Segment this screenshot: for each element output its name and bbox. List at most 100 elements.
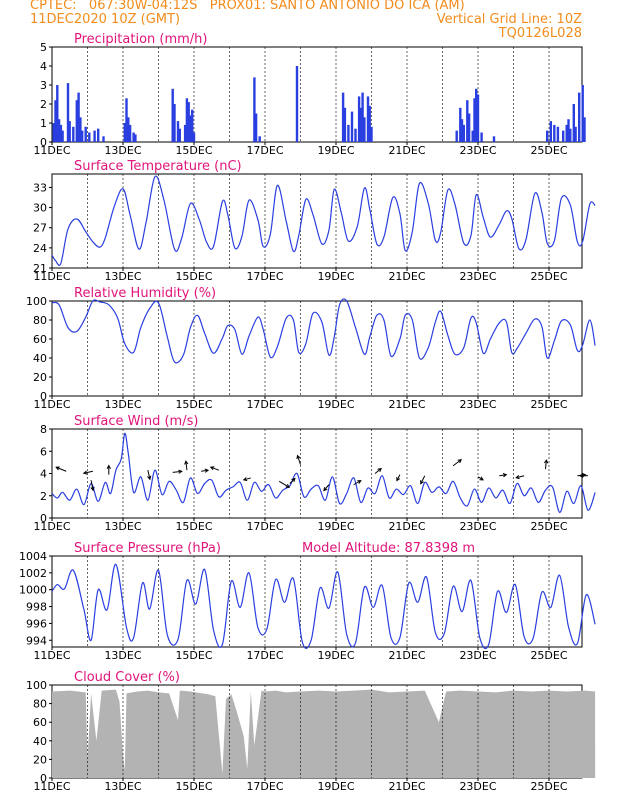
x-tick-label: 19DEC	[317, 649, 354, 662]
x-tick-label: 13DEC	[104, 270, 141, 283]
precip-bar	[54, 100, 57, 142]
y-tick-label: 1002	[19, 567, 47, 580]
panel-temp	[49, 173, 596, 271]
panel-cloud	[49, 684, 596, 781]
y-tick-label: 0	[40, 772, 47, 785]
x-tick-label: 21DEC	[388, 520, 425, 533]
wind-vector-head	[420, 480, 424, 485]
x-tick-label: 11DEC	[33, 520, 70, 533]
wind-vector-head	[457, 459, 463, 464]
x-tick-label: 15DEC	[175, 270, 212, 283]
precip-bar	[578, 92, 581, 142]
wind-vector-head	[515, 475, 520, 480]
precip-bar	[183, 124, 187, 142]
panel-title: Cloud Cover (%)	[74, 670, 180, 685]
precip-bar	[77, 92, 80, 142]
precip-bar	[366, 96, 370, 142]
y-tick-label: 3	[40, 79, 47, 92]
y-tick-label: 80	[33, 314, 47, 327]
y-tick-label: 0	[40, 512, 47, 525]
wind-vector-head	[285, 484, 291, 488]
precip-bar	[123, 123, 126, 142]
temp-series-line	[51, 175, 596, 266]
wind-vector-head	[147, 475, 152, 481]
precip-bar	[460, 119, 464, 142]
y-tick-label: 33	[33, 181, 47, 194]
x-tick-label: 19DEC	[317, 398, 354, 411]
rh-series-line	[51, 298, 596, 364]
precip-bar	[59, 124, 63, 142]
precip-bar	[565, 124, 568, 142]
x-tick-label: 13DEC	[104, 520, 141, 533]
precip-bar	[192, 132, 196, 142]
precip-bar	[125, 98, 128, 142]
y-tick-label: 60	[33, 333, 47, 346]
precip-bar	[258, 136, 261, 142]
precip-bar	[132, 132, 135, 142]
wind-vector	[452, 459, 462, 467]
y-tick-label: 21	[33, 262, 47, 275]
precip-bar	[93, 130, 96, 142]
precip-bar	[254, 113, 258, 142]
y-tick-label: 996	[26, 617, 47, 630]
x-tick-label: 23DEC	[459, 270, 496, 283]
x-tick-label: 17DEC	[246, 520, 283, 533]
precip-bar	[480, 132, 483, 142]
wind-vector	[499, 474, 507, 477]
panel-wind	[49, 428, 596, 521]
y-tick-label: 100	[26, 679, 47, 692]
precip-bar	[295, 66, 299, 142]
x-tick-label: 15DEC	[175, 520, 212, 533]
x-tick-label: 15DEC	[175, 649, 212, 662]
precip-bar	[52, 123, 55, 142]
precip-bar	[191, 109, 194, 142]
precip-bar	[178, 128, 181, 142]
x-tick-label: 19DEC	[317, 780, 354, 793]
y-tick-label: 60	[33, 716, 47, 729]
precip-bar	[574, 126, 577, 142]
x-tick-label: 19DEC	[317, 520, 354, 533]
precip-bar	[581, 85, 584, 142]
wind-vector-head	[502, 473, 508, 478]
panel-rh	[49, 298, 596, 399]
precip-bar	[492, 136, 496, 142]
y-tick-label: 20	[33, 371, 47, 384]
y-tick-label: 30	[33, 202, 47, 215]
header-code: TQ0126L028	[498, 26, 582, 41]
wind-vector-head	[55, 466, 60, 471]
wind-vector-head	[396, 477, 401, 482]
precip-bar	[127, 117, 130, 142]
wind-vector-head	[90, 486, 95, 492]
y-tick-label: 998	[26, 601, 47, 614]
wind-vector	[420, 475, 426, 484]
panel-frame	[51, 300, 583, 397]
x-tick-label: 19DEC	[317, 270, 354, 283]
y-tick-label: 2	[40, 490, 47, 503]
panel-frame	[51, 173, 583, 269]
precip-bar	[354, 128, 357, 142]
precip-bar	[189, 115, 192, 142]
x-tick-label: 25DEC	[530, 270, 567, 283]
panel-frame	[51, 428, 583, 519]
precip-bar	[128, 124, 132, 142]
wind-vector-head	[377, 467, 382, 472]
wind-vector-head	[242, 477, 248, 482]
precip-bar	[368, 105, 371, 142]
precip-bar	[359, 107, 362, 142]
precip-bar	[171, 88, 174, 142]
x-tick-label: 17DEC	[246, 398, 283, 411]
x-tick-label: 13DEC	[104, 780, 141, 793]
wind-vector	[374, 468, 382, 474]
precip-bar	[572, 104, 575, 142]
x-tick-label: 23DEC	[459, 398, 496, 411]
wind-vector-head	[204, 468, 210, 473]
y-tick-label: 4	[40, 468, 47, 481]
panel-subtitle: Model Altitude: 87.8398 m	[302, 541, 475, 556]
x-tick-label: 25DEC	[530, 144, 567, 157]
wind-vector-head	[578, 473, 584, 478]
y-tick-label: 40	[33, 352, 47, 365]
y-tick-label: 27	[33, 222, 47, 235]
x-tick-label: 15DEC	[175, 144, 212, 157]
precip-bar	[75, 100, 78, 142]
